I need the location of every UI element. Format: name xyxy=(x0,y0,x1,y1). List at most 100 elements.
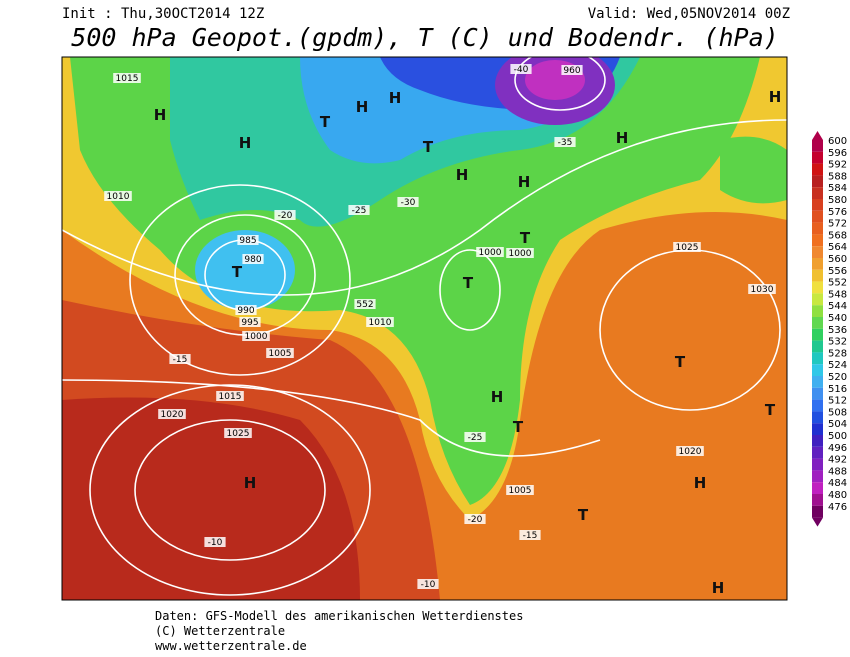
label-box xyxy=(169,354,191,364)
colorbar-label: 508 xyxy=(828,407,847,418)
colorbar-label: 572 xyxy=(828,219,847,230)
pressure-center: T xyxy=(463,274,474,292)
colorbar-label: 484 xyxy=(828,478,847,489)
contour-label: 1010 xyxy=(369,318,392,328)
colorbar-label: 476 xyxy=(828,502,847,513)
label-box xyxy=(464,432,486,442)
pressure-center: H xyxy=(154,106,167,124)
colorbar-cell xyxy=(812,234,823,247)
footer-line: Daten: GFS-Modell des amerikanischen Wet… xyxy=(155,609,523,623)
label-box xyxy=(464,514,486,524)
colorbar-cell xyxy=(812,175,823,188)
colorbar-cell xyxy=(812,163,823,176)
contour-label: 1020 xyxy=(161,410,184,420)
contour-label: 552 xyxy=(356,300,373,310)
label-box xyxy=(242,254,264,264)
label-box xyxy=(676,446,704,456)
contour-label: 990 xyxy=(237,306,254,316)
label-box xyxy=(204,537,226,547)
pressure-center: T xyxy=(320,113,331,131)
label-box xyxy=(266,348,294,358)
pressure-center: H xyxy=(239,134,252,152)
colorbar-cell xyxy=(812,269,823,282)
colorbar-label: 504 xyxy=(828,419,847,430)
colorbar-label: 580 xyxy=(828,195,847,206)
label-box xyxy=(113,73,141,83)
colorbar-cell xyxy=(812,222,823,235)
colorbar-cell xyxy=(812,293,823,306)
colorbar-label: 540 xyxy=(828,313,847,324)
colorbar-label: 524 xyxy=(828,360,847,371)
colorbar-label: 500 xyxy=(828,431,847,442)
contour-label: 995 xyxy=(241,318,258,328)
contour-label: 1000 xyxy=(479,248,502,258)
colorbar-label: 588 xyxy=(828,171,847,182)
pressure-center: H xyxy=(518,173,531,191)
colorbar-cell xyxy=(812,387,823,400)
colorbar-cell xyxy=(812,364,823,376)
colorbar-cell xyxy=(812,411,823,424)
footer-line: www.wetterzentrale.de xyxy=(155,639,307,653)
label-box xyxy=(104,191,132,201)
colorbar-cell xyxy=(812,458,823,471)
label-box xyxy=(224,428,252,438)
contour-label: -10 xyxy=(208,538,223,548)
colorbar-label: 584 xyxy=(828,183,847,194)
contour-label: 1015 xyxy=(116,74,139,84)
contour-label: 1005 xyxy=(509,486,532,496)
init-time: Init : Thu,30OCT2014 12Z xyxy=(62,6,264,22)
label-box xyxy=(158,409,186,419)
pressure-center: H xyxy=(356,98,369,116)
contour-label: 1000 xyxy=(245,332,268,342)
colorbar-label: 596 xyxy=(828,148,847,159)
label-box xyxy=(242,331,270,341)
pressure-center: H xyxy=(616,129,629,147)
colorbar-label: 576 xyxy=(828,207,847,218)
colorbar-cell xyxy=(812,305,823,317)
colorbar-cell xyxy=(812,187,823,199)
contour-label: -20 xyxy=(468,515,483,525)
colorbar-cell xyxy=(812,446,823,459)
colorbar-label: 512 xyxy=(828,396,847,407)
colorbar-label: 544 xyxy=(828,301,847,312)
pressure-center: T xyxy=(765,401,776,419)
contour-label: -15 xyxy=(523,531,538,541)
colorbar-label: 492 xyxy=(828,455,847,466)
colorbar-cell xyxy=(812,340,823,353)
colorbar-label: 548 xyxy=(828,289,847,300)
contour-label: -15 xyxy=(173,355,188,365)
map xyxy=(62,57,787,600)
colorbar-label: 532 xyxy=(828,337,847,348)
pressure-center: T xyxy=(423,138,434,156)
pressure-center: T xyxy=(513,418,524,436)
pressure-center: H xyxy=(244,474,257,492)
colorbar-label: 488 xyxy=(828,466,847,477)
label-box xyxy=(554,137,576,147)
footer: Daten: GFS-Modell des amerikanischen Wet… xyxy=(155,609,523,653)
map-frame xyxy=(61,56,788,601)
colorbar-label: 552 xyxy=(828,278,847,289)
label-box xyxy=(237,235,259,245)
colorbar-cell xyxy=(812,494,823,506)
colorbar-cell xyxy=(812,210,823,223)
contour-label: 1010 xyxy=(107,192,130,202)
label-box xyxy=(354,299,376,309)
colorbar-cell xyxy=(812,352,823,365)
contour-label: -25 xyxy=(468,433,483,443)
contour-label: 985 xyxy=(239,236,256,246)
colorbar-cell xyxy=(812,281,823,294)
colorbar-cell xyxy=(812,328,823,341)
colorbar-cell xyxy=(812,199,823,211)
contour-label: 980 xyxy=(244,255,261,265)
colorbar-label: 528 xyxy=(828,348,847,359)
colorbar-label: 592 xyxy=(828,160,847,171)
contour-label: -20 xyxy=(278,211,293,221)
valid-time: Valid: Wed,05NOV2014 00Z xyxy=(588,6,790,22)
colorbar-cell xyxy=(812,258,823,270)
contour-label: -40 xyxy=(514,65,529,75)
label-box xyxy=(397,197,419,207)
title: 500 hPa Geopot.(gpdm), T (C) und Bodendr… xyxy=(71,23,778,52)
colorbar-cell xyxy=(812,246,823,258)
